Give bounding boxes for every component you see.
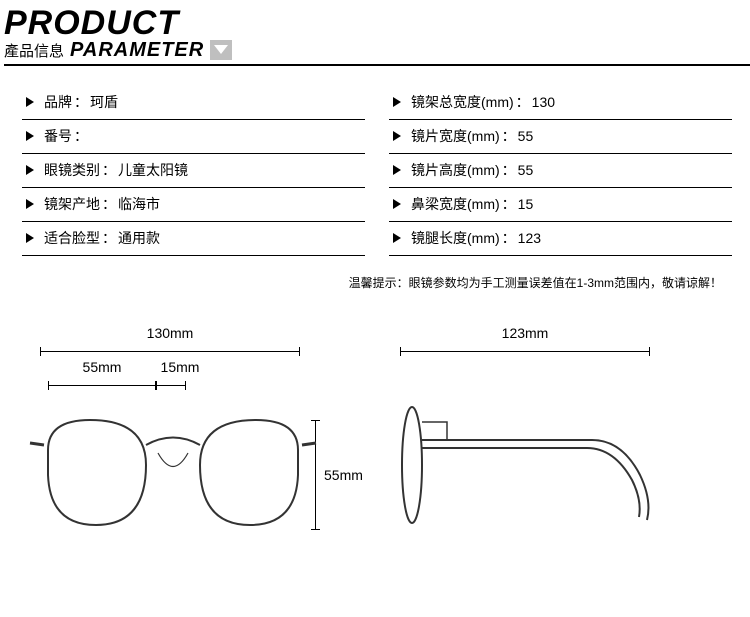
spec-label: 鼻梁宽度(mm) <box>411 194 500 214</box>
dim-temple-length: 123mm <box>400 343 650 361</box>
spec-row: 品牌：珂盾 <box>22 86 365 120</box>
spec-label: 镜架产地 <box>44 194 100 214</box>
spec-label: 眼镜类别 <box>44 160 100 180</box>
spec-sep: ： <box>502 126 516 146</box>
dim-label: 55mm <box>324 467 363 483</box>
spec-label: 镜架总宽度(mm) <box>411 92 514 112</box>
dim-lens-width: 55mm <box>48 377 156 395</box>
spec-row: 镜腿长度(mm)：123 <box>389 222 732 256</box>
glasses-side-icon <box>392 385 682 555</box>
spec-label: 镜片高度(mm) <box>411 160 500 180</box>
chevron-down-icon <box>210 40 232 60</box>
spec-sep: ： <box>102 228 116 248</box>
spec-label: 适合脸型 <box>44 228 100 248</box>
side-view: 123mm <box>400 325 690 555</box>
spec-sep: ： <box>502 194 516 214</box>
dim-label: 55mm <box>48 359 156 375</box>
triangle-right-icon <box>393 165 401 175</box>
spec-sep: ： <box>102 160 116 180</box>
spec-row: 鼻梁宽度(mm)：15 <box>389 188 732 222</box>
spec-value: 15 <box>518 196 534 212</box>
triangle-right-icon <box>26 97 34 107</box>
triangle-right-icon <box>26 199 34 209</box>
spec-label: 镜片宽度(mm) <box>411 126 500 146</box>
measurement-note: 温馨提示：眼镜参数均为手工测量误差值在1-3mm范围内，敬请谅解！ <box>0 256 750 291</box>
triangle-right-icon <box>393 199 401 209</box>
subtitle-english: PARAMETER <box>70 39 204 62</box>
title-english: PRODUCT <box>4 8 750 39</box>
spec-sep: ： <box>502 228 516 248</box>
triangle-right-icon <box>26 131 34 141</box>
spec-label: 番号 <box>44 126 72 146</box>
triangle-right-icon <box>26 233 34 243</box>
dim-bridge-width: 15mm <box>156 377 186 395</box>
triangle-right-icon <box>393 97 401 107</box>
spec-sep: ： <box>74 92 88 112</box>
front-view: 130mm 55mm 15mm 55mm <box>40 325 330 555</box>
spec-value: 55 <box>518 128 534 144</box>
spec-value: 通用款 <box>118 228 160 248</box>
spec-value: 珂盾 <box>90 92 118 112</box>
spec-col-left: 品牌：珂盾 番号： 眼镜类别：儿童太阳镜 镜架产地：临海市 适合脸型：通用款 <box>22 86 365 256</box>
spec-row: 镜片高度(mm)：55 <box>389 154 732 188</box>
spec-sep: ： <box>502 160 516 180</box>
spec-row: 镜架总宽度(mm)：130 <box>389 86 732 120</box>
spec-row: 番号： <box>22 120 365 154</box>
subtitle-row: 產品信息 PARAMETER <box>4 39 750 66</box>
header: PRODUCT 產品信息 PARAMETER <box>0 0 750 66</box>
dim-label: 130mm <box>40 325 300 341</box>
spec-sep: ： <box>74 126 88 146</box>
spec-value: 55 <box>518 162 534 178</box>
spec-value: 130 <box>532 94 555 110</box>
spec-row: 适合脸型：通用款 <box>22 222 365 256</box>
diagram-area: 130mm 55mm 15mm 55mm <box>0 291 750 555</box>
spec-sep: ： <box>516 92 530 112</box>
triangle-right-icon <box>393 233 401 243</box>
dim-label: 123mm <box>400 325 650 341</box>
dim-label: 15mm <box>150 359 210 375</box>
glasses-front-icon <box>28 395 318 565</box>
spec-label: 品牌 <box>44 92 72 112</box>
spec-row: 镜架产地：临海市 <box>22 188 365 222</box>
spec-row: 镜片宽度(mm)：55 <box>389 120 732 154</box>
spec-row: 眼镜类别：儿童太阳镜 <box>22 154 365 188</box>
spec-sep: ： <box>102 194 116 214</box>
spec-value: 123 <box>518 230 541 246</box>
triangle-right-icon <box>393 131 401 141</box>
spec-label: 镜腿长度(mm) <box>411 228 500 248</box>
spec-col-right: 镜架总宽度(mm)：130 镜片宽度(mm)：55 镜片高度(mm)：55 鼻梁… <box>389 86 732 256</box>
triangle-right-icon <box>26 165 34 175</box>
spec-table: 品牌：珂盾 番号： 眼镜类别：儿童太阳镜 镜架产地：临海市 适合脸型：通用款 镜… <box>0 66 750 256</box>
spec-value: 临海市 <box>118 194 160 214</box>
spec-value: 儿童太阳镜 <box>118 160 188 180</box>
subtitle-chinese: 產品信息 <box>4 40 64 61</box>
